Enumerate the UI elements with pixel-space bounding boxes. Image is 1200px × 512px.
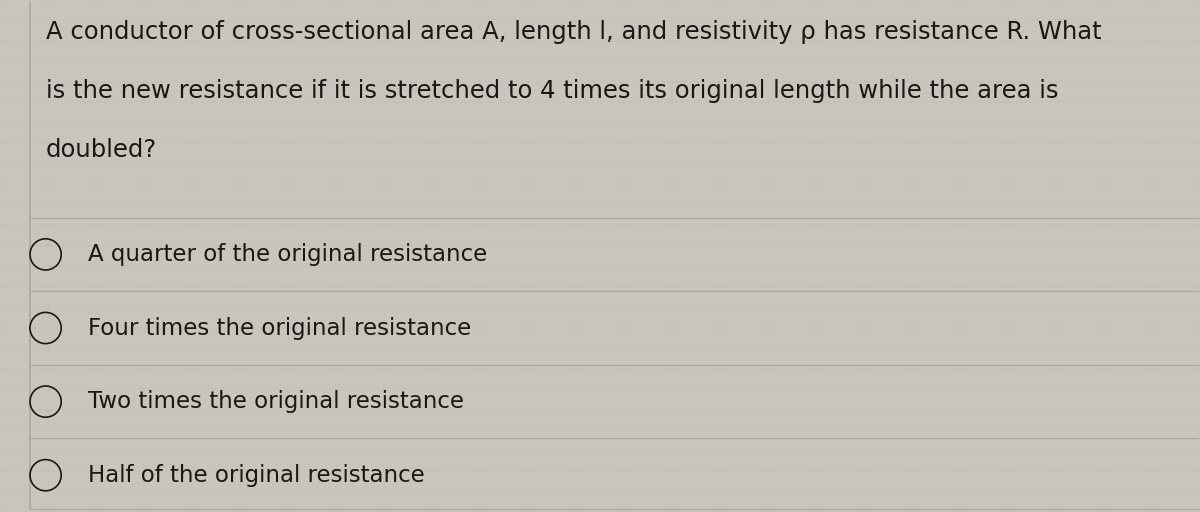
Text: Two times the original resistance: Two times the original resistance xyxy=(88,390,463,413)
Text: Half of the original resistance: Half of the original resistance xyxy=(88,464,425,487)
Text: A quarter of the original resistance: A quarter of the original resistance xyxy=(88,243,487,266)
Text: A conductor of cross-sectional area A, length l, and resistivity ρ has resistanc: A conductor of cross-sectional area A, l… xyxy=(46,20,1102,45)
Text: is the new resistance if it is stretched to 4 times its original length while th: is the new resistance if it is stretched… xyxy=(46,79,1058,103)
Text: Four times the original resistance: Four times the original resistance xyxy=(88,316,470,339)
Text: doubled?: doubled? xyxy=(46,138,157,162)
